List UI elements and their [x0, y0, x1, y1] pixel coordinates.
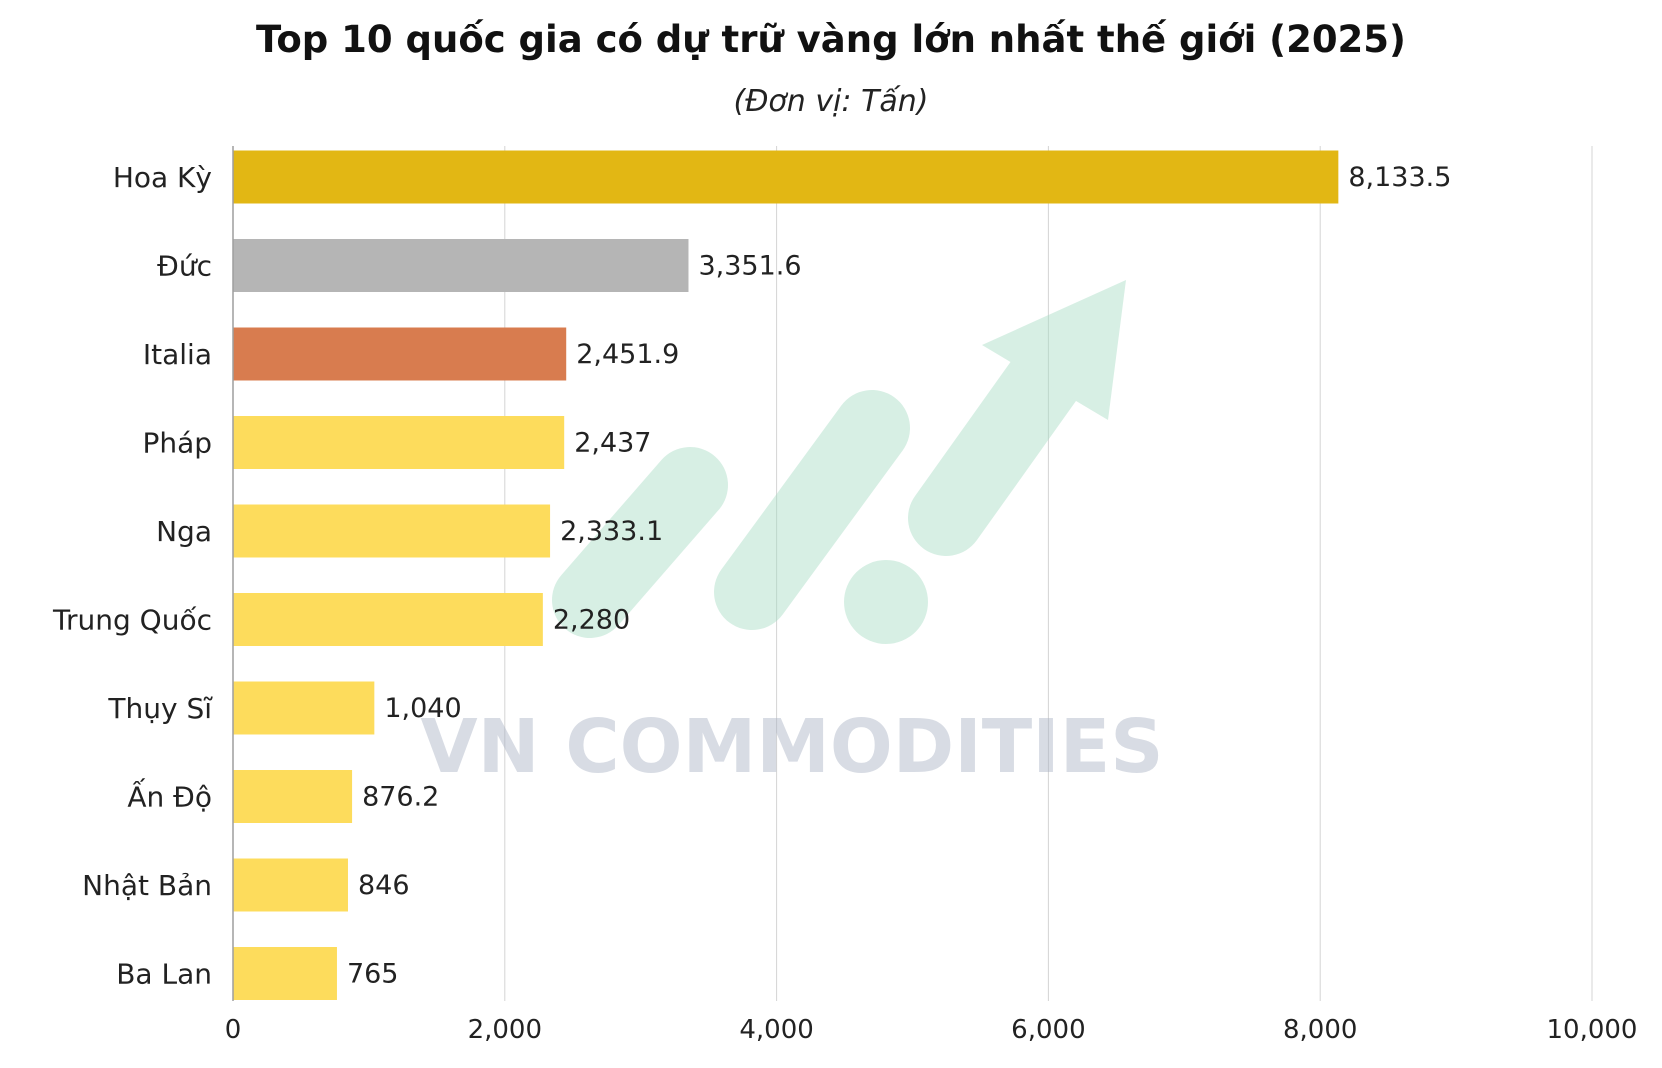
category-label: Ấn Độ — [127, 777, 212, 814]
category-label: Ba Lan — [116, 958, 212, 991]
watermark-text: VN COMMODITIES — [420, 704, 1163, 790]
x-tick-label: 10,000 — [1547, 1015, 1638, 1045]
value-label: 876.2 — [362, 782, 439, 813]
value-label: 846 — [358, 870, 410, 901]
chart-subtitle: (Đơn vị: Tấn) — [733, 84, 929, 119]
value-label: 8,133.5 — [1348, 162, 1451, 193]
x-tick-label: 6,000 — [1011, 1015, 1085, 1045]
watermark: VN COMMODITIES — [420, 280, 1164, 790]
value-label: 1,040 — [384, 693, 461, 724]
category-label: Nhật Bản — [82, 869, 212, 902]
value-label: 2,437 — [574, 428, 651, 459]
labels: 0 2,000 4,000 6,000 8,000 10,000 Hoa Kỳ 8,133.5… — [52, 161, 1637, 1045]
category-label: Italia — [143, 338, 212, 371]
bar — [233, 416, 565, 469]
category-label: Nga — [156, 515, 212, 548]
bar — [233, 327, 567, 381]
value-label: 765 — [347, 959, 399, 990]
bar — [233, 858, 348, 912]
category-label: Pháp — [142, 427, 212, 460]
bar — [233, 947, 337, 1000]
category-label: Thụy Sĩ — [107, 692, 213, 725]
watermark-logo-icon — [552, 280, 1126, 644]
category-label: Đức — [157, 250, 212, 283]
chart-title: Top 10 quốc gia có dự trữ vàng lớn nhất … — [256, 18, 1406, 61]
category-label: Trung Quốc — [52, 604, 212, 637]
value-label: 2,280 — [553, 605, 630, 636]
x-tick-label: 2,000 — [468, 1015, 542, 1045]
category-label: Hoa Kỳ — [113, 161, 212, 194]
value-label: 3,351.6 — [698, 251, 801, 282]
value-label: 2,451.9 — [576, 339, 679, 370]
bars — [233, 150, 1339, 1000]
bar — [233, 239, 689, 292]
x-tick-label: 8,000 — [1283, 1015, 1357, 1045]
bar — [233, 504, 551, 558]
x-tick-label: 4,000 — [739, 1015, 813, 1045]
bar — [233, 681, 375, 735]
bar — [233, 150, 1339, 204]
bar — [233, 770, 353, 823]
bar — [233, 593, 543, 646]
value-label: 2,333.1 — [560, 516, 663, 547]
x-tick-label: 0 — [225, 1015, 242, 1045]
